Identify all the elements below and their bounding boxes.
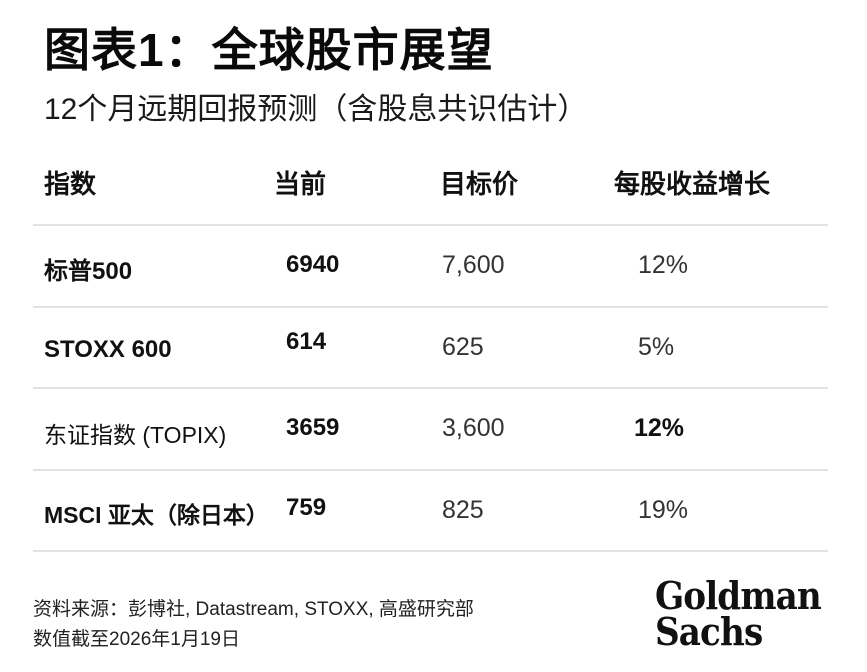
logo-line-1: Goldman: [655, 573, 822, 618]
current-value: 3659: [286, 414, 340, 441]
column-header-index: 指数: [44, 169, 97, 199]
column-header-target: 目标价: [440, 169, 519, 199]
target-value: 7,600: [442, 251, 505, 279]
column-header-eps-growth: 每股收益增长: [614, 169, 771, 199]
target-value: 625: [442, 333, 484, 361]
index-name: 东证指数 (TOPIX): [44, 422, 227, 448]
source-note: 资料来源：彭博社, Datastream, STOXX, 高盛研究部: [33, 599, 474, 620]
row-divider: [33, 306, 828, 308]
current-value: 759: [286, 494, 327, 521]
row-divider: [33, 387, 828, 389]
row-divider: [33, 469, 828, 471]
eps-growth-value: 19%: [638, 496, 689, 524]
column-header-current: 当前: [274, 169, 327, 199]
row-divider: [33, 550, 828, 552]
index-name: 标普500: [44, 258, 133, 285]
index-name: STOXX 600: [44, 336, 172, 363]
chart-subtitle: 12个月远期回报预测（含股息共识估计）: [44, 93, 588, 126]
index-name: MSCI 亚太（除日本）: [44, 502, 269, 528]
eps-growth-value: 12%: [634, 414, 685, 442]
current-value: 614: [286, 328, 327, 355]
target-value: 825: [442, 496, 484, 524]
eps-growth-value: 12%: [638, 251, 689, 279]
goldman-sachs-logo: Goldman Sachs: [655, 573, 822, 654]
logo-line-2: Sachs: [655, 609, 763, 654]
chart-title: 图表1：全球股市展望: [44, 24, 494, 76]
date-note: 数值截至2026年1月19日: [33, 629, 240, 650]
row-divider: [33, 224, 828, 226]
eps-growth-value: 5%: [638, 333, 675, 361]
target-value: 3,600: [442, 414, 505, 442]
current-value: 6940: [286, 251, 340, 278]
